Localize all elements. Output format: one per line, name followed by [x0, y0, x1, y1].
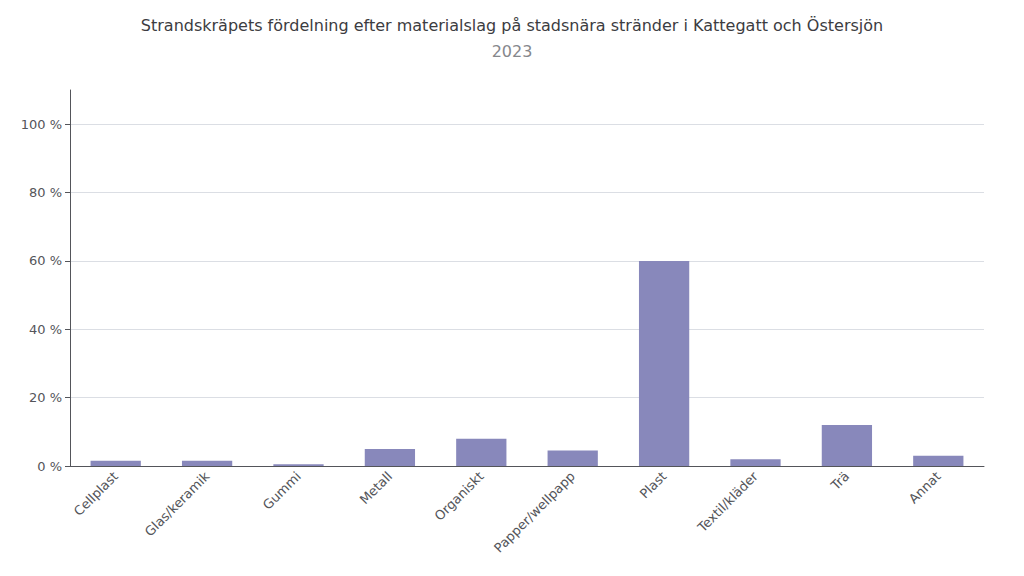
- svg-text:Glas/keramik: Glas/keramik: [142, 468, 213, 539]
- svg-text:40 %: 40 %: [29, 322, 62, 337]
- svg-text:Plast: Plast: [637, 469, 670, 502]
- svg-text:20 %: 20 %: [29, 390, 62, 405]
- svg-text:2023: 2023: [492, 42, 533, 61]
- svg-text:Organiskt: Organiskt: [432, 469, 487, 524]
- svg-text:Papper/wellpapp: Papper/wellpapp: [491, 469, 578, 556]
- svg-text:Trä: Trä: [827, 469, 852, 494]
- svg-text:Textil/kläder: Textil/kläder: [694, 468, 761, 535]
- svg-text:80 %: 80 %: [29, 185, 62, 200]
- svg-text:Cellplast: Cellplast: [71, 469, 121, 519]
- svg-text:0 %: 0 %: [37, 459, 62, 474]
- svg-text:Gummi: Gummi: [260, 469, 304, 513]
- svg-text:Strandskräpets fördelning efte: Strandskräpets fördelning efter material…: [141, 16, 883, 35]
- svg-text:60 %: 60 %: [29, 253, 62, 268]
- svg-text:Metall: Metall: [357, 469, 396, 508]
- svg-text:Annat: Annat: [906, 469, 944, 507]
- svg-text:100 %: 100 %: [21, 117, 62, 132]
